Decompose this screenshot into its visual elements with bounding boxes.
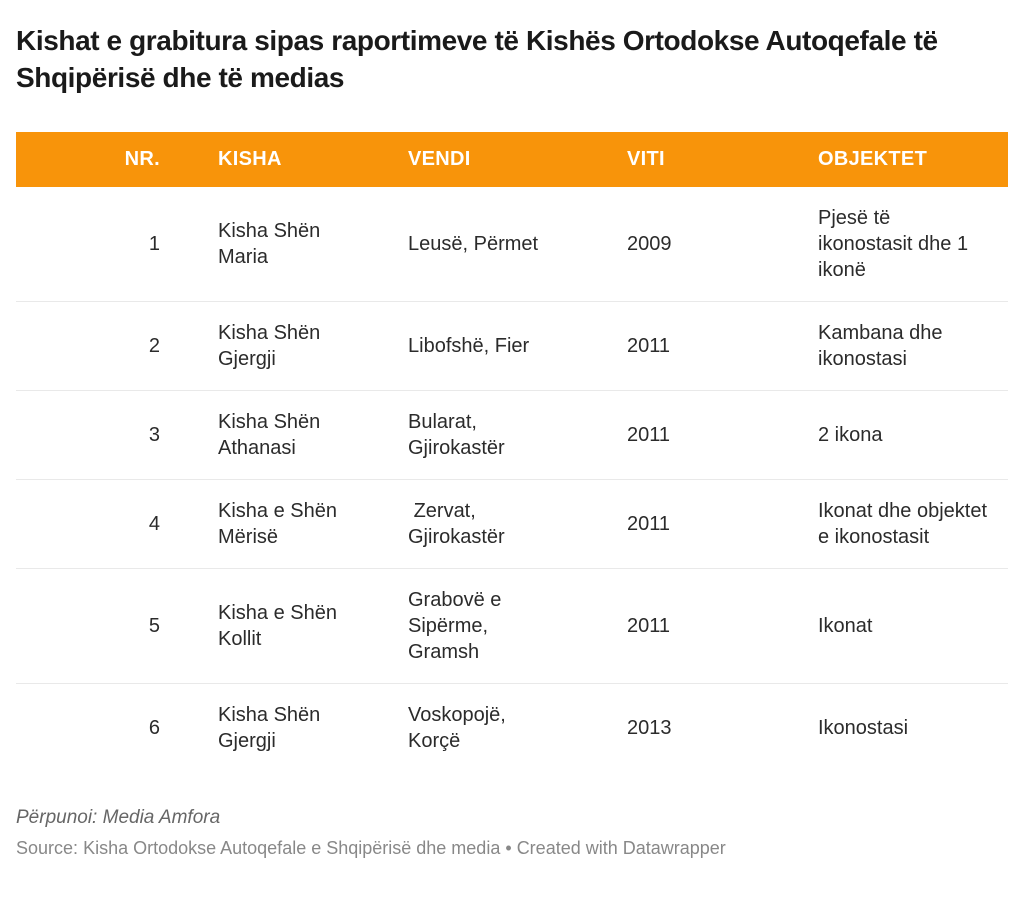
cell-objektet: Kambana dhe ikonostasi xyxy=(808,301,1008,391)
cell-viti: 2011 xyxy=(617,390,808,480)
table-header: NR. KISHA VENDI VITI OBJEKTET xyxy=(16,132,1008,187)
column-header-kisha: KISHA xyxy=(208,132,398,187)
cell-nr: 2 xyxy=(16,301,208,391)
table-row: 1 Kisha Shën Maria Leusë, Përmet 2009 Pjesë … xyxy=(16,187,1008,302)
separator-dot: • xyxy=(505,838,512,858)
table-row: 5 Kisha e Shën Kollit Grabovë e Sipërme, G… xyxy=(16,568,1008,684)
cell-objektet: 2 ikona xyxy=(808,390,1008,480)
cell-vendi: Libofshë, Fier xyxy=(398,301,617,391)
cell-vendi: Leusë, Përmet xyxy=(408,233,539,255)
cell-kisha: Kisha Shën Gjergji xyxy=(208,683,398,772)
cell-nr: 5 xyxy=(16,568,208,684)
column-header-vendi: VENDI xyxy=(398,132,617,187)
table-body: 1 Kisha Shën Maria Leusë, Përmet 2009 Pjesë … xyxy=(16,187,1008,772)
cell-kisha: Kisha Shën Athanasi xyxy=(208,390,398,480)
column-header-objektet: OBJEKTET xyxy=(808,132,1008,187)
cell-objektet: Ikonat dhe objektet e ikonostasit xyxy=(808,479,1008,569)
source-text: Kisha Ortodokse Autoqefale e Shqipërisë … xyxy=(83,838,501,858)
cell-nr: 6 xyxy=(16,683,208,772)
source-label: Source: xyxy=(16,838,79,858)
chart-title: Kishat e grabitura sipas raportimeve të … xyxy=(16,25,938,93)
cell-kisha: Kisha e Shën Kollit xyxy=(208,568,398,684)
cell-kisha: Kisha Shën Gjergji xyxy=(208,301,398,391)
cell-viti: 2011 xyxy=(617,301,808,391)
cell-nr: 3 xyxy=(16,390,208,480)
cell-nr: 4 xyxy=(16,479,208,569)
cell-nr: 1 xyxy=(148,233,160,255)
cell-objektet: Ikonat xyxy=(808,568,1008,684)
column-header-viti: VITI xyxy=(617,132,808,187)
table-header-row: NR. KISHA VENDI VITI OBJEKTET xyxy=(16,132,1008,187)
cell-kisha: Kisha Shën Maria xyxy=(218,220,321,268)
column-header-nr: NR. xyxy=(16,132,208,187)
table-row: 4 Kisha e Shën Mërisë Zervat, Gjirokastër… xyxy=(16,479,1008,569)
cell-viti: 2009 xyxy=(627,233,672,255)
cell-objektet: Ikonostasi xyxy=(808,683,1008,772)
cell-objektet: Pjesë të ikonostasit dhe 1 ikonë xyxy=(818,207,969,281)
cell-vendi: Bularat, Gjirokastër xyxy=(398,390,617,480)
cell-kisha: Kisha e Shën Mërisë xyxy=(208,479,398,569)
churches-table: NR. KISHA VENDI VITI OBJEKTET 1 Kisha Shë… xyxy=(16,132,1008,772)
cell-vendi: Voskopojë, Korçë xyxy=(398,683,617,772)
source-line: Source: Kisha Ortodokse Autoqefale e Shq… xyxy=(16,837,1008,859)
cell-viti: 2011 xyxy=(617,568,808,684)
table-row: 6 Kisha Shën Gjergji Voskopojë, Korçë 2013 I… xyxy=(16,683,1008,772)
table-row: 2 Kisha Shën Gjergji Libofshë, Fier 2011 Kam… xyxy=(16,301,1008,391)
table-row: 3 Kisha Shën Athanasi Bularat, Gjirokastër… xyxy=(16,390,1008,480)
cell-vendi: Grabovë e Sipërme, Gramsh xyxy=(398,568,617,684)
cell-vendi: Zervat, Gjirokastër xyxy=(398,479,617,569)
cell-viti: 2011 xyxy=(617,479,808,569)
cell-viti: 2013 xyxy=(617,683,808,772)
datawrapper-credit-link[interactable]: Created with Datawrapper xyxy=(516,838,726,858)
byline: Përpunoi: Media Amfora xyxy=(16,807,221,828)
